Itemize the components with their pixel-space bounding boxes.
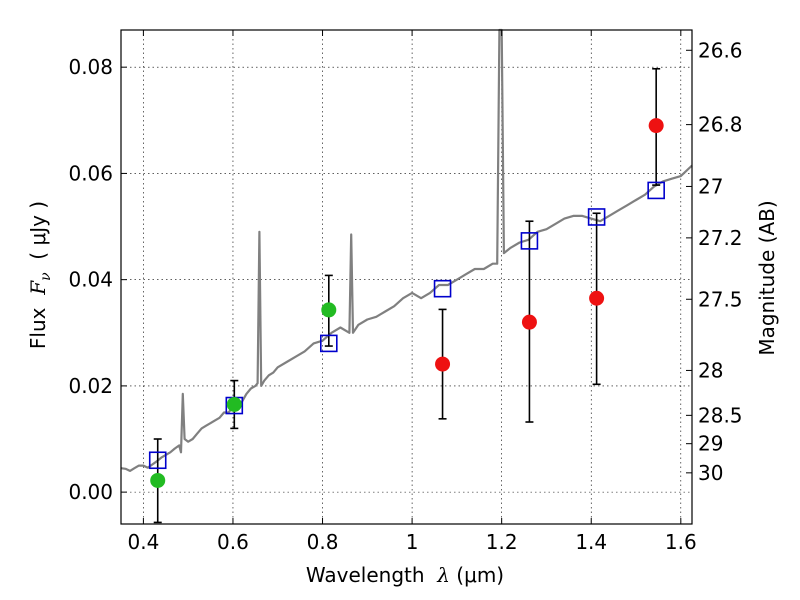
y-axis-title-suffix: ( μJy ) xyxy=(26,201,50,273)
model-square-marker xyxy=(433,279,452,298)
observed-point-marker xyxy=(226,396,242,412)
x-tick-label: 0.8 xyxy=(307,530,339,554)
x-axis-title: Wavelength λ (μm) xyxy=(306,563,504,587)
observed-point-marker xyxy=(435,356,451,372)
x-tick-label: 1 xyxy=(406,530,419,554)
y-axis-title-subscript: ν xyxy=(38,272,54,281)
y2-tick-label: 30 xyxy=(698,461,723,485)
x-tick-label: 0.6 xyxy=(217,530,249,554)
y2-tick-label: 27.5 xyxy=(698,287,743,311)
observed-point-marker xyxy=(321,302,337,318)
y2-tick-label: 28.5 xyxy=(698,403,743,427)
spectrum-layer xyxy=(120,28,693,472)
y2-tick-label: 28 xyxy=(698,358,723,382)
x-tick-label: 0.4 xyxy=(127,530,159,554)
y2-tick-label: 27 xyxy=(698,174,723,198)
y-tick-label: 0.06 xyxy=(68,161,113,185)
observed-point-marker xyxy=(150,472,166,488)
y2-tick-label: 26.6 xyxy=(698,38,743,62)
y-axis-title-prefix: Flux xyxy=(26,295,50,349)
x-tick-label: 1.4 xyxy=(575,530,607,554)
x-axis-title-symbol: λ xyxy=(436,563,450,587)
model-square-marker xyxy=(587,208,606,226)
y2-axis-title: Magnitude (AB) xyxy=(755,200,779,355)
y-axis-title-symbol: F xyxy=(26,280,50,296)
y-axis-title: Flux Fν ( μJy ) xyxy=(26,201,54,349)
plot-frame xyxy=(120,29,693,525)
x-axis-title-prefix: Wavelength xyxy=(306,563,437,587)
x-tick-label: 1.6 xyxy=(665,530,697,554)
y-tick-label: 0.04 xyxy=(68,268,113,292)
x-axis-title-suffix: (μm) xyxy=(450,563,504,587)
observed-point-marker xyxy=(648,118,664,134)
x-tick-labels: 0.4 0.6 0.8 1 1.2 1.4 1.6 xyxy=(127,530,696,554)
observed-point-marker xyxy=(589,290,605,306)
y2-tick-label: 27.2 xyxy=(698,226,743,250)
model-square-marker xyxy=(319,334,338,353)
y-tick-label: 0.02 xyxy=(68,374,113,398)
model-square-marker xyxy=(148,451,167,470)
y2-tick-label: 29 xyxy=(698,432,723,456)
x-tick-label: 1.2 xyxy=(486,530,518,554)
y-tick-labels: 0.00 0.02 0.04 0.06 0.08 xyxy=(68,55,113,504)
spectrum-line xyxy=(120,28,693,472)
marker-layer xyxy=(148,118,665,488)
y2-tick-labels: 26.6 26.8 27 27.2 27.5 28 28.5 29 30 xyxy=(698,38,743,485)
tick-marks xyxy=(121,30,692,524)
y2-tick-label: 26.8 xyxy=(698,113,743,137)
observed-point-marker xyxy=(521,314,537,330)
y-tick-label: 0.08 xyxy=(68,55,113,79)
model-square-marker xyxy=(520,232,539,250)
y-tick-label: 0.00 xyxy=(68,480,113,504)
model-square-marker xyxy=(647,181,665,200)
